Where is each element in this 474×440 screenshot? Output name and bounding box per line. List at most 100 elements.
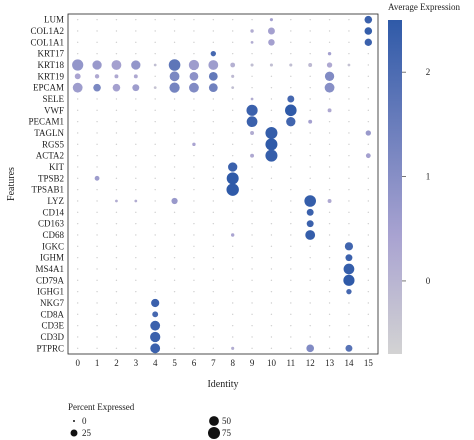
dot-empty (173, 313, 176, 316)
dot-empty (193, 211, 195, 214)
plot-area (67, 13, 379, 355)
y-tick-label: IGHM (40, 253, 64, 263)
dot-empty (76, 302, 79, 304)
y-axis-title: Features (6, 167, 17, 201)
y-tick-label: SELE (43, 94, 65, 104)
dot-empty (115, 143, 118, 146)
x-tick-label: 10 (267, 358, 277, 368)
dot-empty (154, 200, 156, 202)
dot-KRT18-1 (92, 60, 102, 70)
dot-empty (328, 211, 331, 214)
dot-empty (76, 177, 79, 180)
dot-empty (212, 143, 215, 146)
dot-KRT19-0 (74, 73, 81, 80)
x-tick-label: 13 (325, 358, 335, 368)
dot-empty (154, 268, 156, 270)
dot-empty (348, 109, 350, 112)
dot-empty (367, 120, 370, 123)
plot-frame (67, 13, 379, 355)
dot-empty (231, 143, 234, 146)
color-legend-tick-label: 2 (426, 67, 431, 77)
dot-empty (309, 324, 311, 327)
size-legend-dot (208, 427, 220, 439)
dot-empty (193, 302, 195, 304)
dot-empty (348, 52, 350, 55)
dot-empty (367, 64, 370, 66)
dot-empty (154, 279, 156, 282)
dot-empty (348, 98, 350, 100)
dot-empty (328, 336, 331, 338)
dot-empty (173, 18, 176, 21)
dot-empty (193, 256, 195, 259)
dot-empty (290, 41, 292, 44)
dot-TAGLN-15 (365, 130, 371, 136)
dot-KRT19-2 (114, 74, 119, 79)
dot-empty (270, 279, 273, 282)
dot-empty (173, 177, 176, 180)
dot-empty (212, 222, 215, 225)
dot-empty (173, 245, 176, 248)
dot-empty (270, 256, 273, 259)
dot-empty (115, 52, 118, 55)
dot-empty (328, 245, 331, 248)
dot-empty (135, 52, 137, 55)
x-tick-label: 9 (250, 358, 255, 368)
dot-empty (96, 336, 98, 338)
dot-KRT18-4 (153, 63, 157, 67)
dot-empty (290, 18, 292, 21)
dot-empty (328, 256, 331, 259)
dot-empty (348, 143, 350, 146)
dot-empty (96, 256, 98, 259)
dot-empty (135, 166, 137, 168)
y-tick-label: LYZ (47, 196, 64, 206)
y-tick-label: NKG7 (40, 298, 64, 308)
dot-EPCAM-3 (132, 84, 140, 92)
y-tick-label: COL1A1 (31, 37, 65, 47)
dot-empty (251, 177, 253, 180)
size-legend-dot (70, 429, 78, 437)
dot-empty (115, 324, 118, 327)
dot-empty (290, 211, 292, 214)
dot-empty (96, 41, 98, 44)
dot-empty (328, 188, 331, 191)
dot-empty (251, 245, 253, 248)
dot-empty (173, 256, 176, 259)
dot-empty (193, 166, 195, 168)
dot-KRT19-8 (231, 74, 235, 78)
y-tick-label: ACTA2 (36, 151, 64, 161)
dot-SELE-9 (250, 97, 254, 101)
dot-empty (212, 256, 215, 259)
x-tick-label: 4 (153, 358, 158, 368)
dot-empty (135, 30, 137, 32)
dot-empty (115, 347, 118, 350)
dot-empty (173, 279, 176, 282)
color-legend-title: Average Expression (388, 2, 461, 12)
dot-empty (251, 222, 253, 225)
dot-empty (290, 279, 292, 282)
dot-empty (173, 336, 176, 338)
dot-empty (270, 324, 273, 327)
dot-empty (251, 143, 253, 146)
dot-empty (154, 154, 156, 157)
dot-empty (309, 245, 311, 248)
dot-empty (135, 132, 137, 134)
size-legend-label: 75 (222, 428, 232, 438)
dot-KRT18-8 (230, 62, 236, 68)
dot-empty (367, 279, 370, 282)
dot-empty (251, 52, 253, 55)
dot-empty (212, 245, 215, 248)
dot-empty (290, 245, 292, 248)
x-tick-label: 0 (75, 358, 80, 368)
dot-LYZ-5 (171, 197, 178, 205)
y-tick-label: CD163 (38, 219, 65, 229)
dot-empty (96, 211, 98, 214)
dot-empty (251, 166, 253, 168)
dot-empty (173, 211, 176, 214)
dot-empty (367, 188, 370, 191)
dot-empty (135, 268, 137, 270)
dot-empty (231, 313, 234, 316)
dot-empty (96, 98, 98, 100)
dot-KRT18-13 (326, 62, 333, 68)
dot-empty (309, 75, 311, 78)
